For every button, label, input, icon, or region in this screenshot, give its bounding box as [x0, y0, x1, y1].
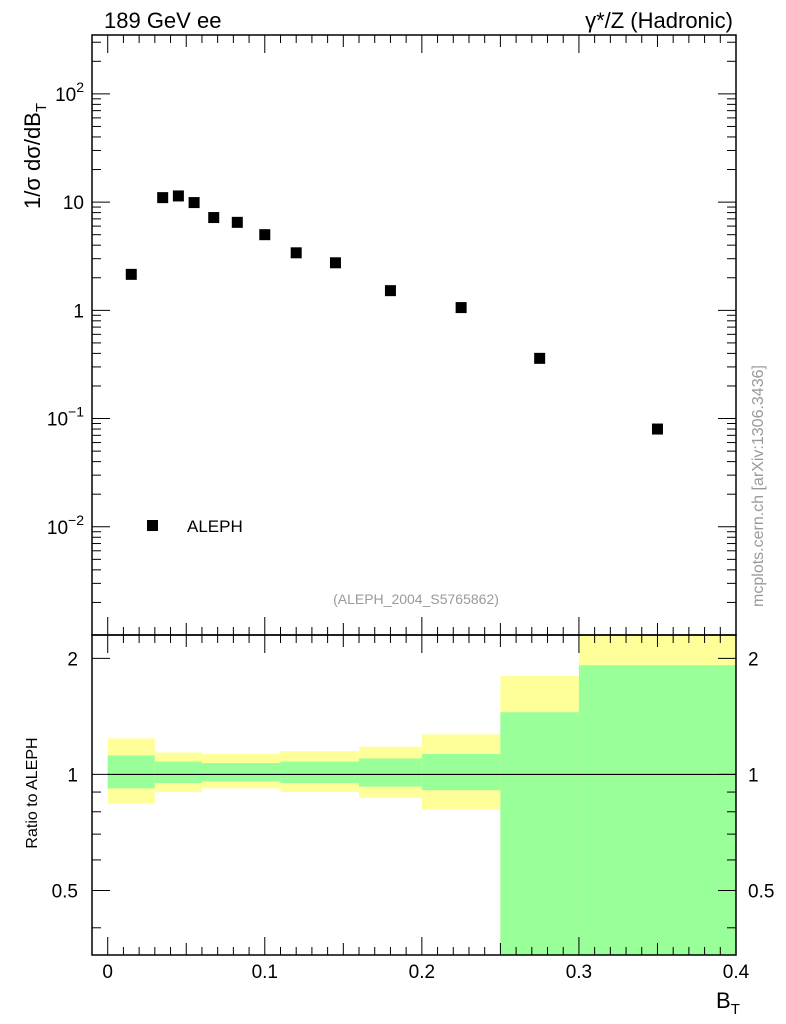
ratio-y-tick-label: 1 [67, 765, 78, 786]
data-point [384, 285, 396, 297]
ratio-y-axis-label: Ratio to ALEPH [24, 737, 41, 848]
main-y-tick-label: 10−1 [47, 404, 84, 431]
data-point [188, 197, 200, 209]
inner-band-bin-3 [280, 761, 360, 784]
inner-band-bin-2 [201, 763, 281, 782]
ratio-y-tick-label-right: 1 [748, 765, 759, 786]
x-axis: 0 0.1 0.2 0.3 0.4 [102, 35, 750, 983]
ratio-y-tick-label-right: 2 [748, 649, 759, 670]
ratio-bands [107, 635, 736, 955]
x-tick-label: 0.3 [566, 962, 592, 983]
main-y-axis-label: 1/σ dσ/dBT [20, 103, 50, 209]
data-point [172, 190, 184, 202]
ratio-y-tick-label: 2 [67, 649, 78, 670]
data-point [455, 302, 467, 314]
data-point [208, 212, 220, 224]
x-axis-label: BT [716, 988, 740, 1018]
legend-label: ALEPH [187, 517, 243, 536]
data-point [290, 247, 302, 259]
header-left-label: 189 GeV ee [104, 8, 221, 33]
main-y-tick-label: 102 [55, 79, 84, 106]
ratio-y-axis: 0.5 0.5 1 1 2 2 [52, 649, 774, 929]
data-point [534, 352, 546, 364]
data-point [157, 192, 169, 204]
inner-band-bin-4 [359, 758, 422, 787]
x-tick-label: 0.2 [409, 962, 435, 983]
data-point [231, 216, 243, 228]
inner-band-bin-6 [500, 712, 579, 955]
header-right-label: γ*/Z (Hadronic) [585, 8, 733, 33]
aleph-data-points [125, 190, 663, 435]
main-panel-frame [91, 34, 737, 636]
inner-band-bin-1 [154, 761, 202, 784]
analysis-tag: (ALEPH_2004_S5765862) [333, 591, 499, 607]
main-y-axis: 102 10 1 10−1 10−2 [47, 41, 736, 636]
x-tick-label: 0 [102, 962, 113, 983]
watermark: mcplots.cern.ch [arXiv:1306.3436] [750, 365, 767, 607]
inner-band-bin-7 [578, 665, 736, 955]
main-y-tick-label: 1 [73, 301, 84, 322]
ratio-y-tick-label: 0.5 [52, 881, 78, 902]
data-point [651, 423, 663, 435]
inner-band-bin-0 [107, 755, 155, 789]
ratio-y-tick-label-right: 0.5 [748, 881, 774, 902]
main-y-tick-label: 10−2 [47, 512, 84, 539]
data-point [329, 257, 341, 269]
ratio-panel-frame [91, 634, 737, 956]
main-y-tick-label: 10 [63, 193, 84, 214]
data-point [259, 229, 271, 241]
x-tick-label: 0.1 [252, 962, 278, 983]
x-tick-label: 0.4 [723, 962, 750, 983]
data-point [125, 268, 137, 280]
legend-marker [147, 520, 158, 531]
inner-band-bin-5 [421, 753, 501, 791]
